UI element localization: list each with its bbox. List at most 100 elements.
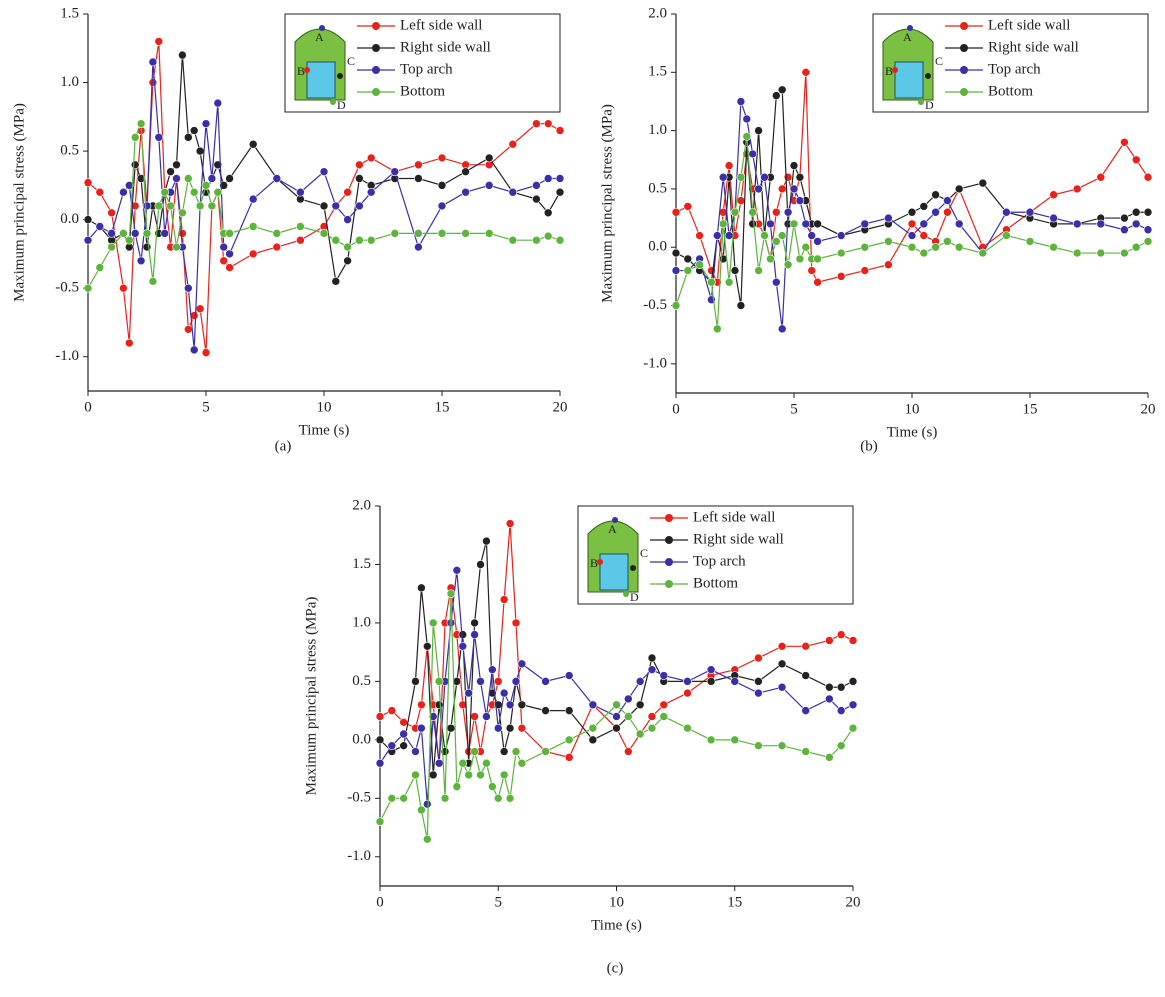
series-marker [296,187,305,197]
series-marker [1049,190,1058,200]
series-marker [399,741,408,750]
series-marker [130,133,140,142]
series-marker [434,758,444,768]
series-marker [736,196,746,205]
series-marker [461,167,470,176]
series-marker [1049,242,1058,252]
legend-marker [665,536,673,544]
series-marker [1120,137,1129,147]
series-marker [343,256,352,266]
series-marker [136,119,146,128]
series-marker [499,747,509,756]
series-marker [446,589,456,598]
series-marker [95,263,105,272]
series-marker [355,235,364,245]
legend-label: Left side wall [400,17,482,33]
series-marker [801,747,811,756]
series-marker [130,160,140,170]
series-marker [95,222,105,231]
series-marker [754,653,763,663]
series-marker [1025,207,1035,217]
inset-label: A [315,30,324,44]
series-marker [931,190,940,200]
series-marker [801,219,811,229]
series-marker [470,630,479,639]
series-marker [142,201,152,211]
series-marker [417,723,426,733]
series-marker [130,229,140,238]
series-marker [671,248,681,258]
series-marker [142,242,152,252]
series-marker [417,583,426,593]
series-marker [712,324,722,334]
series-marker [724,161,734,170]
series-marker [825,753,834,762]
series-marker [736,172,746,182]
legend-label: Bottom [693,575,738,591]
y-axis-label: Maximum principal stress (MPa) [11,103,27,302]
series-marker [411,747,420,756]
series-marker [508,139,518,149]
legend-marker [960,22,968,30]
series-marker [213,187,223,197]
series-marker [836,248,846,258]
series-marker [458,700,468,710]
series-marker [801,671,811,680]
series-marker [366,153,376,163]
legend-marker [665,514,673,522]
series-marker [860,242,870,252]
series-marker [213,98,223,108]
x-tick-label: 15 [1023,401,1038,417]
inset-point [918,99,924,105]
series-marker [434,700,444,710]
series-marker [795,196,805,205]
series-marker [428,618,438,628]
series-marker [766,219,775,229]
series-marker [635,700,645,710]
y-axis-label: Maximum principal stress (MPa) [599,104,615,303]
series-marker [458,758,468,768]
series-marker [706,665,716,674]
series-marker [225,229,234,238]
y-tick-label: -1.0 [643,355,667,371]
series-marker [154,201,164,211]
series-marker [777,741,787,750]
inset-point [907,25,913,31]
series-marker [1025,237,1035,246]
caption: (a) [275,438,292,454]
series-marker [777,184,787,194]
series-marker [166,201,175,211]
series-marker [422,799,432,809]
series-marker [517,659,527,669]
series-marker [189,187,199,197]
series-marker [919,248,929,258]
inset-label: A [608,522,617,536]
y-tick-label: 0.0 [352,731,371,747]
series-marker [319,201,329,211]
series-marker [414,229,423,238]
chart-panel: -1.0 -0.5 0.0 0.5 1.0 1.5 2.0 0 5 10 15 20 Time (s) M… [303,497,860,976]
series-marker [184,174,193,183]
series-marker [754,741,763,750]
y-tick-label: 0.5 [352,673,371,689]
series-marker [437,229,447,238]
series-marker [813,277,822,287]
series-marker [807,231,817,240]
series-marker [754,126,763,135]
series-marker [470,747,479,756]
series-marker [83,215,93,224]
series-marker [730,207,740,217]
series-marker [399,729,408,739]
series-marker [771,237,781,246]
series-marker [505,794,515,803]
y-tick-label: -0.5 [347,790,371,806]
series-marker [777,659,787,669]
series-marker [184,283,193,293]
series-marker [493,794,503,803]
series-marker [225,249,234,259]
x-tick-label: 5 [495,894,503,910]
series-marker [612,723,621,733]
series-marker [272,229,282,238]
inset-label: B [885,64,893,78]
